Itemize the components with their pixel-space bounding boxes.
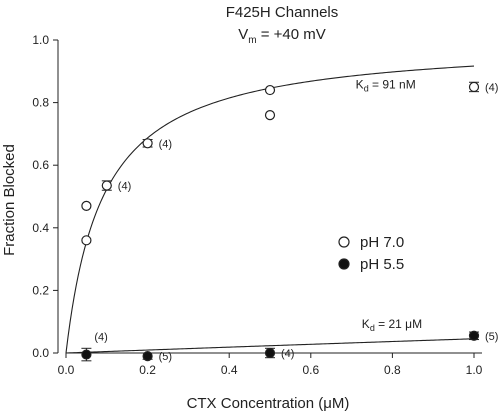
data-point-ph70 [264,84,276,96]
sample-size-label: (5) [485,331,498,343]
x-tick-label: 1.0 [466,363,483,377]
sample-size-label: (4) [159,138,172,150]
data-point-ph70 [264,110,276,121]
data-points [81,81,480,362]
data-point-ph55 [81,349,92,360]
kd-label-2: Kd = 21 μM [362,317,422,333]
kd-label-suffix: = 91 nM [369,78,416,92]
kd-label-subscript: d [370,323,375,333]
y-tick-label: 0.2 [32,283,49,297]
kd-label-suffix: = 21 μM [375,317,422,331]
legend-marker [338,258,350,270]
data-point-ph55 [468,330,480,341]
axes: 0.0 0.2 0.4 0.6 0.8 1.0 0.0 0.2 0.4 0.6 0.8 1.0 [32,33,482,377]
sample-size-label: (4) [281,348,294,360]
x-axis-label: CTX Concentration (μM) [187,395,350,412]
kd-label-1: Kd = 91 nM [356,78,416,94]
sample-size-label: (4) [485,82,498,94]
data-point-ph70 [81,200,92,211]
subtitle-subscript: m [248,35,256,46]
y-tick-label: 0.8 [32,96,49,110]
sample-size-label: (4) [118,181,131,193]
x-tick-label: 0.2 [139,363,156,377]
kd-label-subscript: d [364,84,369,94]
y-tick-label: 0.6 [32,158,49,172]
kd-label-prefix: K [362,317,370,331]
y-tick-label: 0.4 [32,221,49,235]
x-tick-label: 0.4 [221,363,238,377]
y-axis-label: Fraction Blocked [1,144,18,256]
x-tick-label: 0.0 [58,363,75,377]
x-tick-label: 0.8 [384,363,401,377]
fit-curve-1 [65,65,475,354]
data-point-ph55 [142,351,153,362]
sample-size-label: (5) [159,351,172,363]
legend: pH 7.0 pH 5.5 [338,234,404,273]
data-point-ph55 [264,347,276,359]
fit-curve-2 [65,338,475,354]
y-tick-label: 0.0 [32,346,49,360]
subtitle-suffix: = +40 mV [257,26,326,43]
data-point-ph70 [101,180,112,191]
legend-label: pH 5.5 [360,256,404,273]
data-point-ph70 [468,81,480,93]
legend-label: pH 7.0 [360,234,404,251]
subtitle-prefix: V [238,26,248,43]
kd-label-prefix: K [356,78,364,92]
chart-title: F425H Channels [226,4,339,21]
fit-curves [65,65,475,354]
chart-subtitle: Vm = +40 mV [238,26,326,46]
x-tick-label: 0.6 [302,363,319,377]
legend-marker [338,236,350,248]
data-point-ph70 [142,138,153,149]
sample-size-label: (4) [94,332,107,344]
data-point-ph70 [81,235,92,246]
y-tick-label: 1.0 [32,33,49,47]
